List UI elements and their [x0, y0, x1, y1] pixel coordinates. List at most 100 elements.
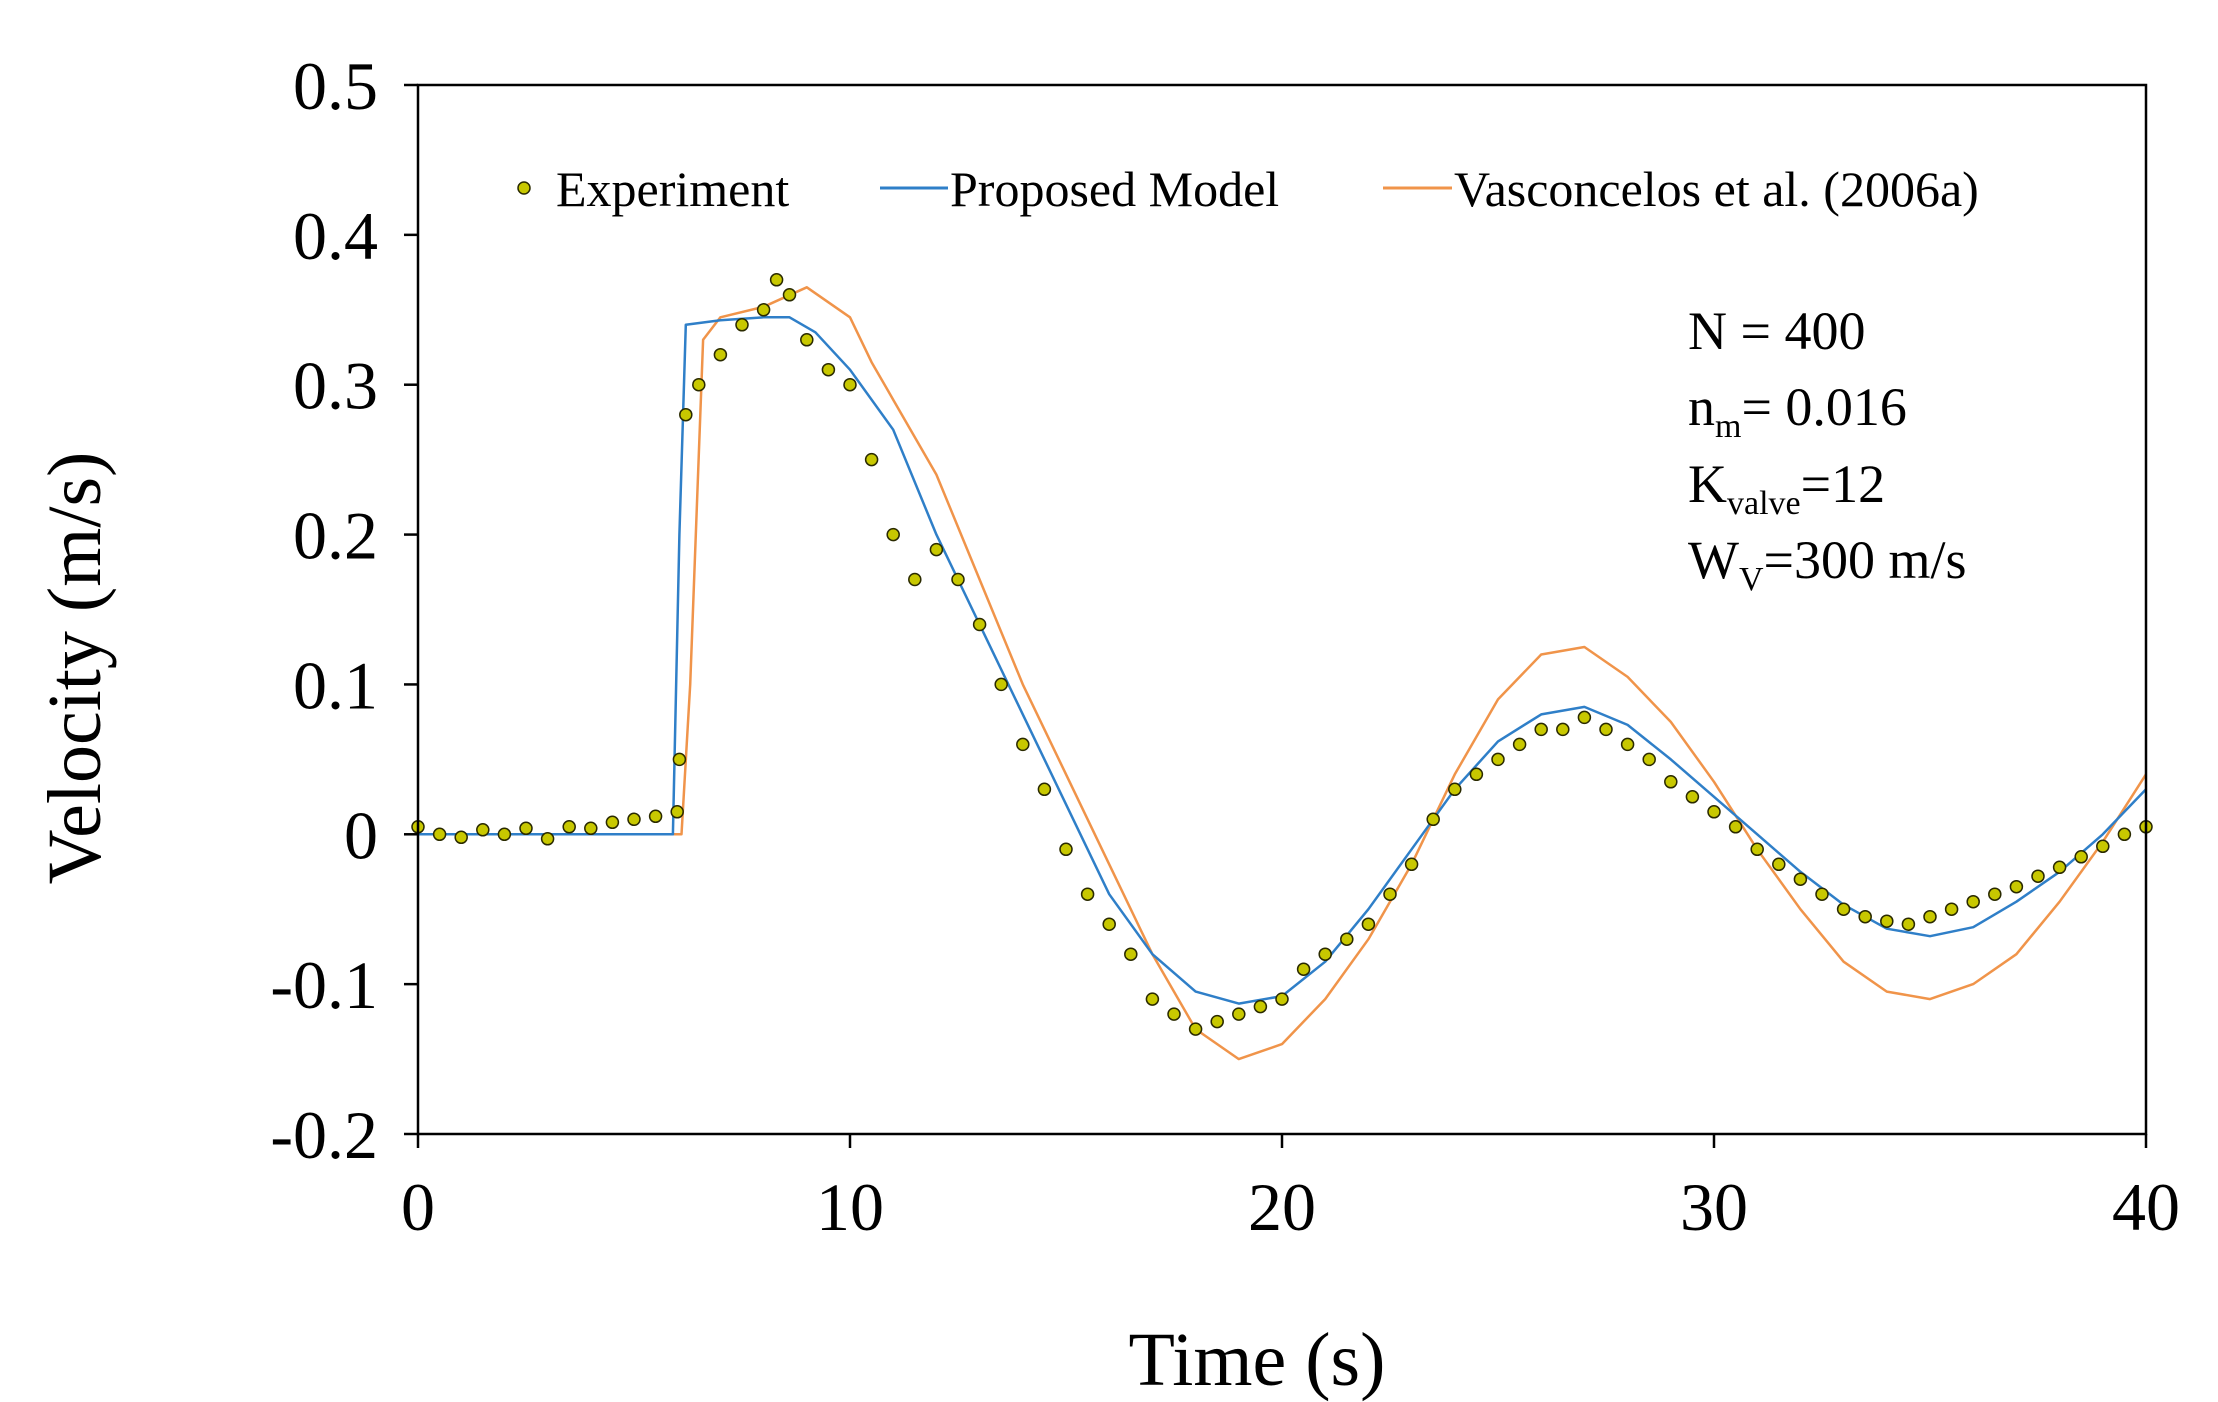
proposed-model-series: [418, 316, 2147, 1005]
annotation-w-sub: V: [1739, 561, 1764, 598]
legend-experiment-marker: [517, 181, 531, 195]
experiment-point: [1188, 1022, 1203, 1036]
experiment-point: [519, 821, 533, 836]
experiment-point: [1836, 902, 1851, 916]
vasconcelos-series: [418, 286, 2148, 1061]
experiment-point: [1016, 737, 1030, 752]
legend-experiment-label: Experiment: [556, 161, 789, 217]
experiment-point: [1750, 842, 1764, 857]
x-tick-label: 40: [2112, 1169, 2180, 1245]
experiment-point: [1296, 962, 1311, 976]
y-tick-label: 0.1: [293, 647, 378, 723]
annotation-wv: WV=300 m/s: [1688, 530, 1967, 598]
annotation-w-main: W: [1688, 530, 1739, 590]
x-tick-label: 0: [401, 1169, 435, 1245]
annotation-n: N = 400: [1688, 301, 1865, 361]
experiment-point: [972, 617, 987, 632]
y-axis-title: Velocity (m/s): [33, 452, 117, 885]
experiment-point: [713, 347, 728, 362]
experiment-point: [2031, 869, 2045, 883]
experiment-point: [454, 830, 468, 845]
experiment-point: [756, 303, 771, 317]
y-tick-label: 0.5: [293, 48, 378, 124]
experiment-point: [800, 333, 814, 347]
annotation-w-value: =300 m/s: [1764, 530, 1967, 590]
legend-proposed-label: Proposed Model: [950, 161, 1279, 217]
experiment-point: [1232, 1007, 1246, 1021]
experiment-point: [769, 273, 784, 287]
legend: Experiment Proposed Model Vasconcelos et…: [517, 161, 1979, 217]
experiment-point: [2009, 879, 2024, 894]
experiment-point: [1664, 775, 1678, 789]
experiment-point: [476, 823, 490, 837]
experiment-point: [821, 362, 836, 377]
experiment-point: [605, 815, 620, 830]
experiment-point: [1253, 999, 1268, 1014]
experiment-point: [951, 572, 965, 587]
annotation-k-sub: valve: [1727, 485, 1801, 522]
experiment-point: [679, 407, 693, 422]
experiment-point: [1080, 887, 1095, 901]
experiment-point: [1642, 752, 1656, 767]
experiment-point: [1815, 887, 1829, 901]
y-tick-label: 0.4: [293, 198, 378, 274]
experiment-point: [1620, 737, 1635, 752]
experiment-point: [1880, 914, 1894, 928]
experiment-point: [1577, 710, 1592, 725]
experiment-point: [1318, 947, 1332, 961]
experiment-point: [1944, 902, 1959, 916]
experiment-point: [672, 752, 687, 767]
x-axis-ticks: 0 10 20 30 40: [401, 1134, 2180, 1245]
experiment-series: [411, 273, 2153, 1036]
y-tick-label: -0.2: [270, 1097, 378, 1173]
experiment-point: [540, 832, 555, 846]
y-tick-label: -0.1: [270, 947, 378, 1023]
experiment-point: [929, 542, 944, 557]
experiment-point: [584, 821, 598, 836]
experiment-point: [1728, 820, 1743, 834]
experiment-point: [1923, 909, 1937, 924]
annotation-k-main: K: [1688, 454, 1727, 514]
parameter-annotations: N = 400 nm= 0.016 Kvalve=12 WV=300 m/s: [1688, 301, 1967, 598]
experiment-point: [1448, 782, 1462, 797]
experiment-point: [1383, 887, 1397, 901]
vasconcelos-line: [418, 286, 2148, 1061]
experiment-point: [1102, 917, 1116, 931]
experiment-point: [1167, 1007, 1181, 1021]
experiment-point: [1124, 947, 1138, 961]
experiment-point: [1772, 857, 1786, 872]
annotation-nm: nm= 0.016: [1688, 377, 1907, 445]
experiment-point: [1793, 872, 1808, 886]
experiment-point: [1404, 857, 1419, 872]
y-axis-ticks: -0.2 -0.1 0 0.1 0.2 0.3 0.4 0.5: [270, 48, 418, 1173]
experiment-point: [1901, 917, 1916, 931]
legend-vasconcelos-label: Vasconcelos et al. (2006a): [1454, 161, 1979, 217]
experiment-point: [1599, 722, 1613, 737]
experiment-point: [908, 572, 922, 587]
experiment-point: [735, 318, 749, 332]
y-tick-label: 0.2: [293, 498, 378, 574]
experiment-point: [1059, 842, 1073, 857]
experiment-point: [1275, 992, 1289, 1006]
experiment-point: [1556, 722, 1570, 737]
experiment-point: [843, 377, 857, 392]
experiment-point: [782, 288, 797, 302]
experiment-point: [1426, 812, 1440, 827]
experiment-point: [1966, 894, 1980, 909]
experiment-point: [432, 827, 447, 842]
experiment-point: [497, 827, 512, 842]
annotation-nm-sub: m: [1715, 408, 1741, 445]
experiment-point: [670, 805, 684, 819]
experiment-point: [1037, 782, 1052, 797]
experiment-point: [1210, 1014, 1224, 1029]
annotation-nm-value: = 0.016: [1741, 377, 1906, 437]
experiment-point: [1469, 767, 1484, 782]
experiment-point: [2074, 850, 2088, 864]
experiment-point: [692, 377, 706, 392]
experiment-point: [1858, 909, 1872, 924]
experiment-point: [1512, 737, 1527, 752]
experiment-point: [562, 820, 576, 834]
experiment-point: [648, 809, 663, 824]
experiment-point: [1685, 790, 1700, 804]
